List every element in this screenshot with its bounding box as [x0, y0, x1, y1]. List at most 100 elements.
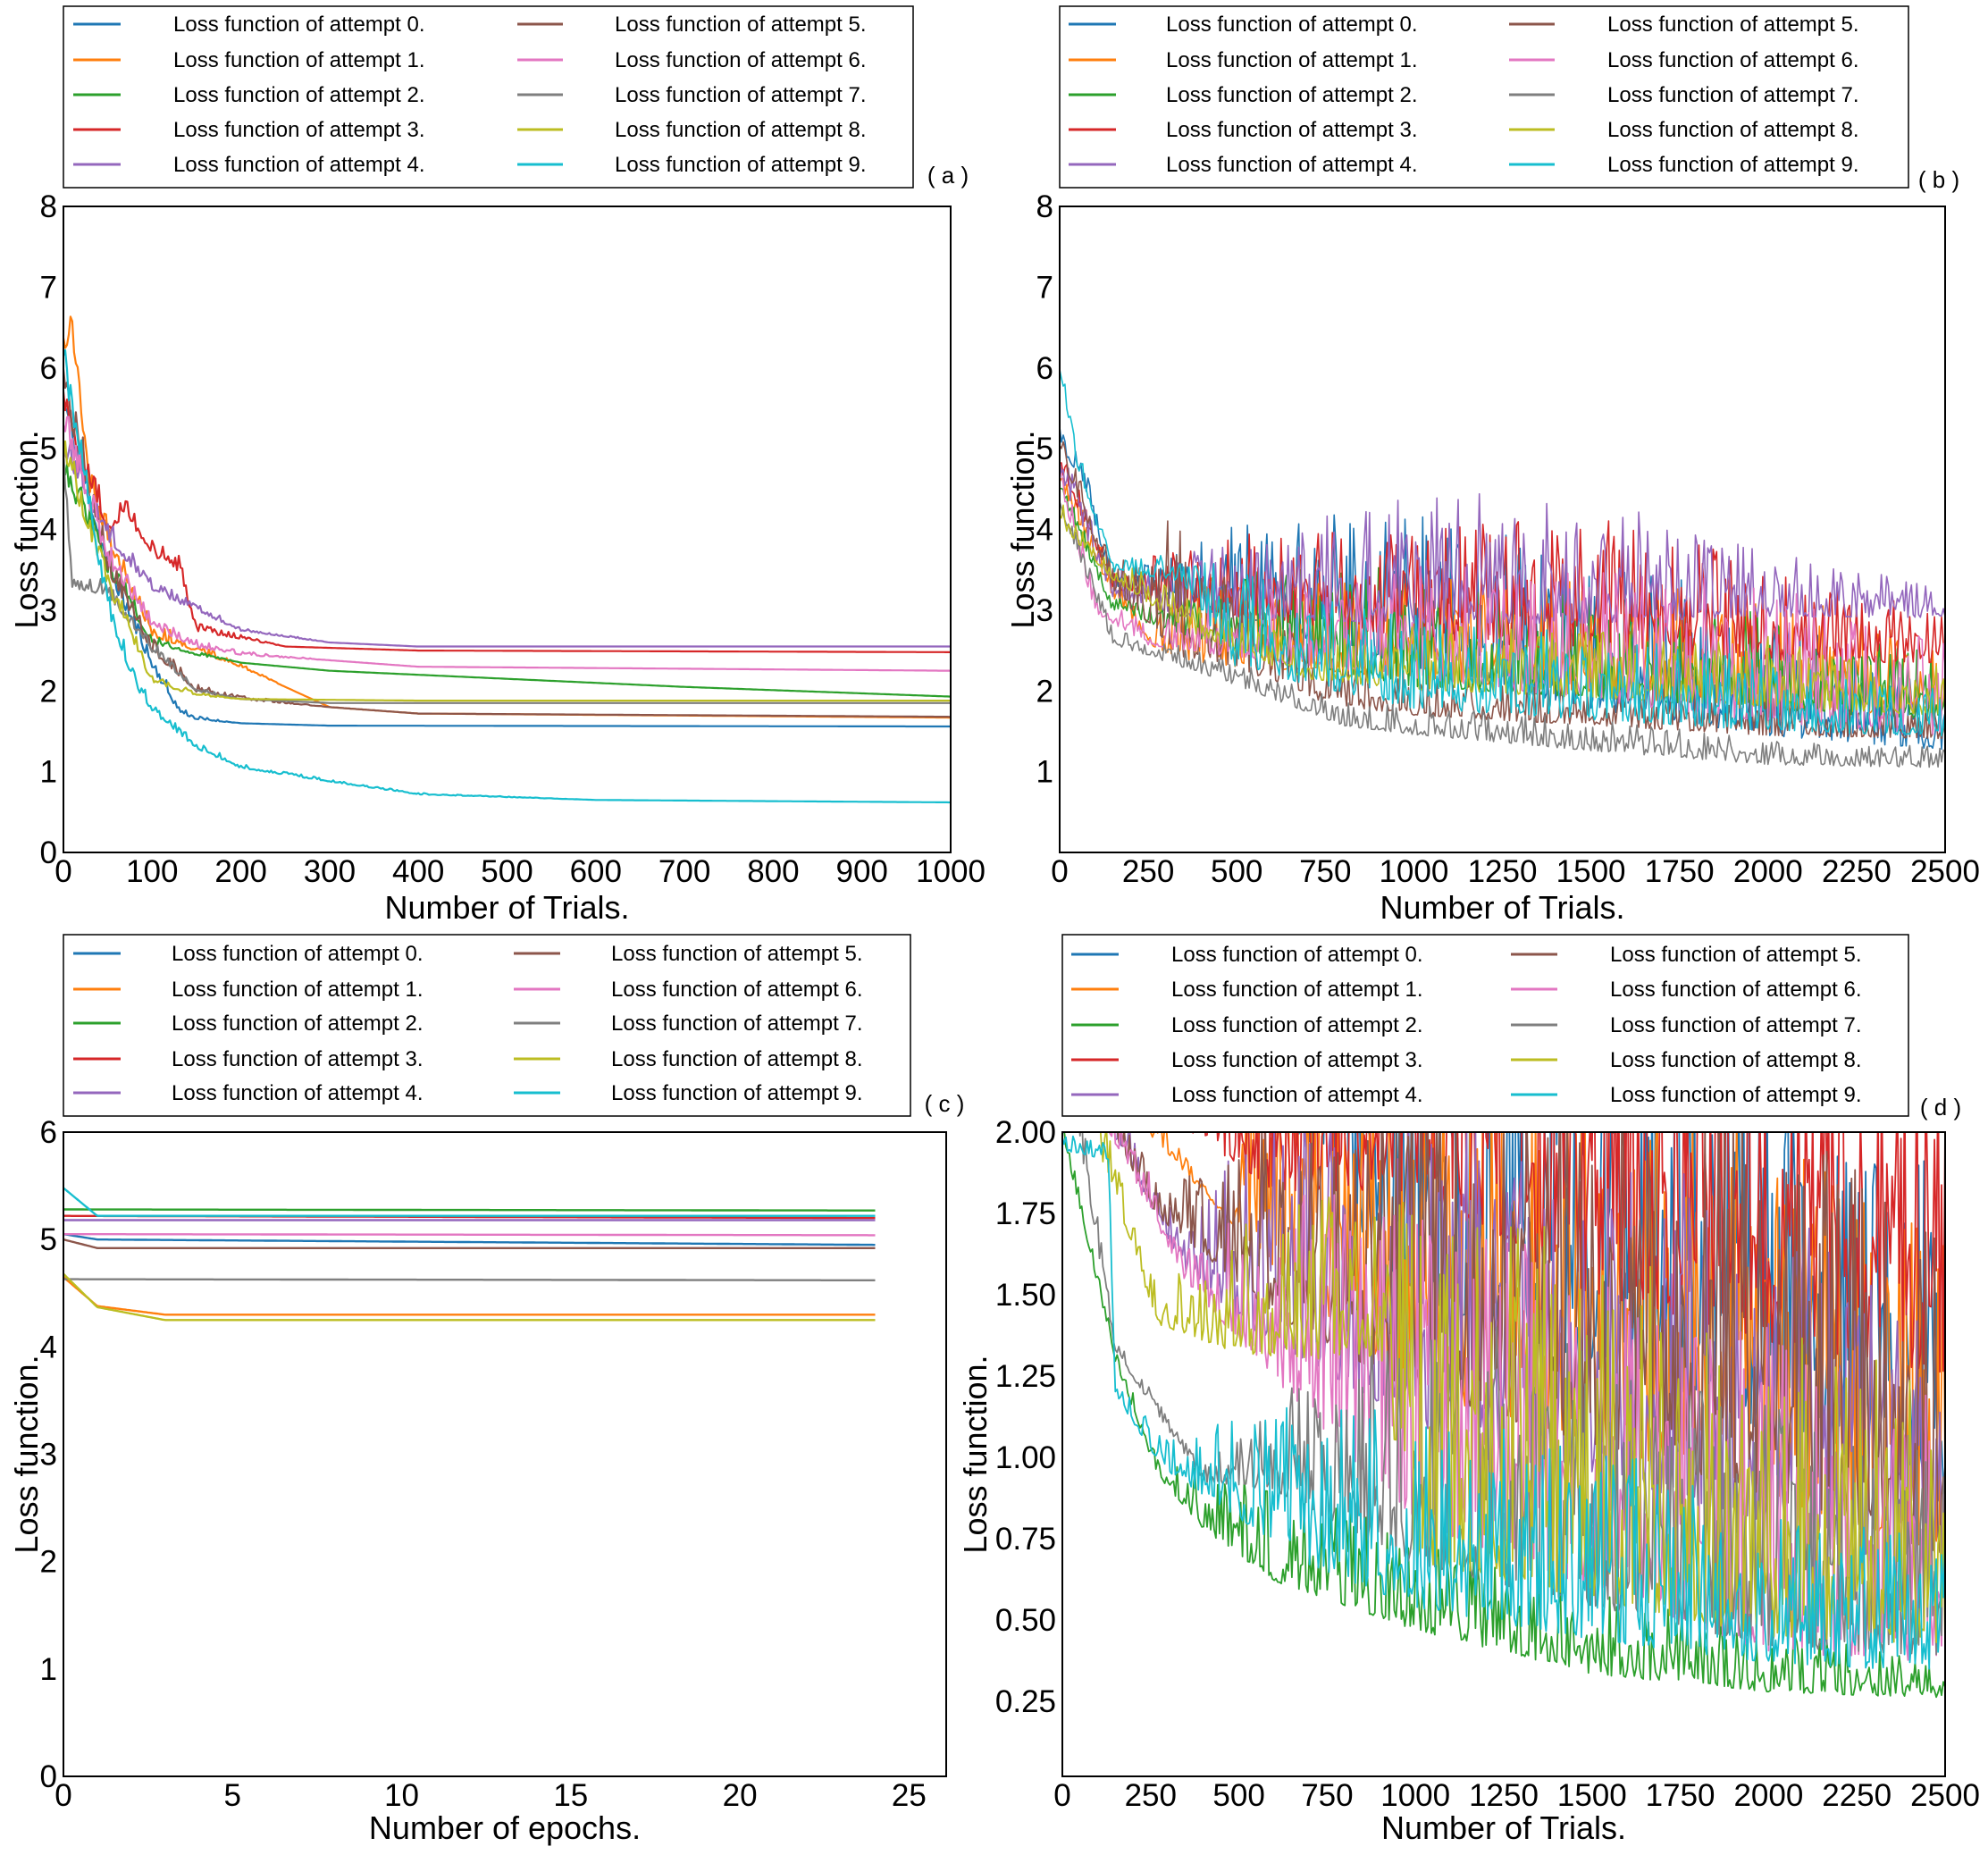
legend-label-attempt-9: Loss function of attempt 9. — [615, 153, 867, 177]
legend: Loss function of attempt 0. Loss function… — [1059, 5, 1909, 189]
series-line-attempt-2 — [1062, 1132, 1945, 1699]
x-axis-ticks: 0 5 10 15 20 25 — [55, 1778, 927, 1813]
y-tick-label: 0 — [40, 1759, 57, 1794]
series-line-attempt-1 — [63, 315, 951, 719]
series-line-attempt-1 — [63, 1276, 876, 1316]
x-tick-label: 600 — [570, 854, 622, 889]
x-tick-label: 0 — [55, 1778, 71, 1813]
x-tick-label: 750 — [1301, 1778, 1353, 1813]
y-tick-label: 2 — [1036, 674, 1053, 709]
legend-label-attempt-1: Loss function of attempt 1. — [1166, 48, 1418, 72]
x-tick-label: 0 — [55, 854, 71, 889]
series-line-attempt-8 — [1060, 504, 1945, 716]
x-tick-label: 1500 — [1556, 854, 1626, 889]
x-tick-label: 250 — [1122, 854, 1174, 889]
y-tick-label: 1.25 — [995, 1359, 1056, 1394]
legend: Loss function of attempt 0. Loss function… — [1061, 934, 1909, 1117]
legend-label-attempt-6: Loss function of attempt 6. — [611, 978, 863, 1002]
legend-label-attempt-3: Loss function of attempt 3. — [173, 118, 425, 142]
legend-label-attempt-2: Loss function of attempt 2. — [172, 1011, 424, 1036]
x-tick-label: 1250 — [1468, 854, 1538, 889]
x-tick-label: 500 — [1211, 854, 1262, 889]
x-tick-label: 1000 — [1379, 854, 1448, 889]
y-tick-label: 5 — [1036, 432, 1053, 466]
x-tick-label: 2000 — [1733, 854, 1803, 889]
series-line-attempt-9 — [1062, 1135, 1945, 1670]
x-tick-label: 100 — [126, 854, 178, 889]
x-tick-label: 500 — [1212, 1778, 1264, 1813]
legend-label-attempt-2: Loss function of attempt 2. — [1166, 83, 1418, 107]
axes-frame — [1061, 1131, 1946, 1777]
series-line-attempt-9 — [63, 1187, 876, 1217]
series-line-attempt-6 — [63, 415, 951, 672]
x-tick-label: 300 — [304, 854, 356, 889]
y-tick-label: 1.50 — [995, 1278, 1056, 1313]
x-tick-label: 400 — [392, 854, 444, 889]
x-axis-label: Number of Trials. — [1381, 1809, 1626, 1846]
y-axis-ticks: 0 1 2 3 4 5 6 — [40, 1115, 57, 1794]
y-tick-label: 2.00 — [995, 1115, 1056, 1150]
plot-area — [1060, 369, 1945, 768]
legend-label-attempt-4: Loss function of attempt 4. — [172, 1081, 424, 1105]
legend-label-attempt-8: Loss function of attempt 8. — [615, 118, 867, 142]
y-tick-label: 7 — [40, 270, 57, 305]
legend-label-attempt-0: Loss function of attempt 0. — [173, 13, 425, 37]
x-tick-label: 800 — [747, 854, 799, 889]
series-line-attempt-9 — [1060, 369, 1945, 737]
x-axis-ticks: 0 100 200 300 400 500 600 700 800 900 1000 — [55, 854, 986, 889]
legend-label-attempt-5: Loss function of attempt 5. — [1610, 943, 1862, 967]
series-line-attempt-7 — [1060, 501, 1945, 768]
x-tick-label: 2250 — [1822, 1778, 1892, 1813]
series-line-attempt-0 — [63, 1233, 876, 1246]
plot-area — [1062, 1132, 1945, 1699]
y-tick-label: 4 — [40, 513, 57, 548]
legend-box — [63, 5, 914, 189]
legend-label-attempt-7: Loss function of attempt 7. — [615, 83, 867, 107]
series-line-attempt-7 — [63, 448, 951, 704]
legend-label-attempt-9: Loss function of attempt 9. — [1610, 1083, 1862, 1107]
y-axis-label: Loss function. — [8, 430, 45, 628]
legend-label-attempt-8: Loss function of attempt 8. — [1610, 1048, 1862, 1072]
y-tick-label: 5 — [40, 432, 57, 466]
y-tick-label: 4 — [1036, 513, 1053, 548]
y-tick-label: 8 — [1036, 189, 1053, 224]
x-tick-label: 25 — [892, 1778, 927, 1813]
legend-label-attempt-0: Loss function of attempt 0. — [172, 942, 424, 966]
x-tick-label: 1750 — [1646, 1778, 1715, 1813]
y-tick-label: 1 — [1036, 755, 1053, 790]
legend-label-attempt-4: Loss function of attempt 4. — [1171, 1083, 1423, 1107]
y-axis-label: Loss function. — [957, 1355, 994, 1553]
y-tick-label: 0.75 — [995, 1522, 1056, 1557]
legend-label-attempt-4: Loss function of attempt 4. — [1166, 153, 1418, 177]
x-axis-ticks: 0 250 500 750 1000 1250 1500 1750 2000 2250 2500 — [1051, 854, 1980, 889]
y-tick-label: 4 — [40, 1330, 57, 1364]
legend-label-attempt-7: Loss function of attempt 7. — [1607, 83, 1859, 107]
series-line-attempt-3 — [63, 391, 951, 653]
y-tick-label: 2 — [40, 674, 57, 709]
legend-label-attempt-3: Loss function of attempt 3. — [172, 1047, 424, 1071]
x-tick-label: 0 — [1051, 854, 1068, 889]
series-line-attempt-5 — [1117, 1132, 1945, 1556]
y-tick-label: 0.50 — [995, 1603, 1056, 1638]
legend-label-attempt-5: Loss function of attempt 5. — [611, 942, 863, 966]
legend-label-attempt-0: Loss function of attempt 0. — [1166, 13, 1418, 37]
legend-label-attempt-2: Loss function of attempt 2. — [1171, 1013, 1423, 1037]
x-tick-label: 2250 — [1822, 854, 1892, 889]
legend-label-attempt-7: Loss function of attempt 7. — [1610, 1013, 1862, 1037]
y-tick-label: 3 — [1036, 593, 1053, 628]
legend-label-attempt-6: Loss function of attempt 6. — [1610, 978, 1862, 1002]
y-tick-label: 6 — [40, 351, 57, 386]
x-tick-label: 250 — [1125, 1778, 1177, 1813]
y-tick-label: 3 — [40, 1438, 57, 1473]
y-tick-label: 1 — [40, 755, 57, 790]
x-axis-label: Number of Trials. — [1380, 889, 1624, 926]
legend-label-attempt-1: Loss function of attempt 1. — [173, 48, 425, 72]
x-tick-label: 700 — [658, 854, 710, 889]
x-tick-label: 10 — [384, 1778, 419, 1813]
x-tick-label: 750 — [1299, 854, 1351, 889]
panel-b: 0 250 500 750 1000 1250 1500 1750 2000 2250 2500 1 2… — [1004, 5, 1980, 926]
series-line-attempt-0 — [63, 401, 951, 728]
plot-area — [63, 315, 951, 804]
